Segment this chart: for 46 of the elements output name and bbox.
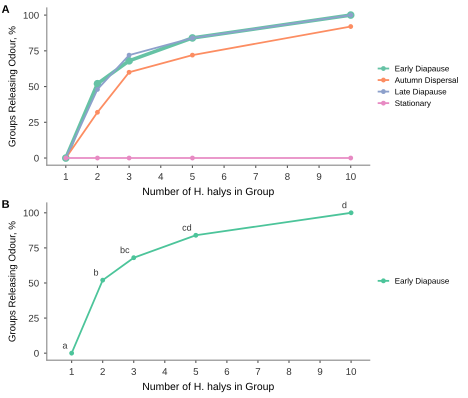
y-tick-label: 25	[28, 119, 39, 126]
annotation: cd	[182, 224, 192, 231]
x-tick-label: 7	[254, 173, 258, 180]
y-tick-label: 75	[28, 48, 39, 54]
y-tick-label: 50	[28, 83, 39, 90]
x-tick-label: 8	[286, 368, 292, 375]
annotation: a	[62, 344, 68, 349]
x-tick-label: 3	[126, 173, 132, 180]
legend-label: Late Diapause	[395, 88, 446, 96]
x-tick-label: 1	[70, 368, 74, 375]
x-tick-label: 6	[224, 368, 230, 375]
annotation: b	[94, 268, 98, 276]
x-tick-label: 10	[346, 173, 356, 180]
x-tick-label: 4	[162, 368, 168, 375]
legend-label: Early Diapause	[395, 66, 449, 74]
y-tick-label: 75	[28, 244, 39, 252]
y-axis-title: Groups Releasing Odour, %	[8, 26, 18, 147]
x-tick-label: 2	[100, 368, 105, 375]
x-tick-label: 9	[316, 173, 322, 180]
x-tick-label: 7	[256, 368, 260, 375]
x-tick-label: 1	[64, 173, 68, 180]
legend-label: Early Diapause	[395, 278, 449, 286]
y-tick-label: 50	[28, 280, 39, 287]
y-tick-label: 0	[34, 350, 39, 357]
x-tick-label: 3	[131, 368, 136, 375]
x-tick-label: 10	[346, 368, 356, 375]
y-axis-title: Groups Releasing Odour, %	[8, 221, 18, 342]
x-tick-label: 4	[158, 173, 164, 180]
x-axis-title: Number of H. halys in Group	[143, 187, 274, 198]
x-tick-label: 5	[190, 173, 195, 180]
y-tick-label: 100	[24, 12, 39, 19]
legend-label: Stationary	[395, 100, 431, 108]
y-tick-label: 0	[34, 154, 39, 162]
x-tick-label: 8	[285, 173, 290, 180]
text: A	[2, 5, 10, 13]
x-axis-title: Number of H. halys in Group	[143, 382, 274, 392]
x-tick-label: 5	[194, 368, 198, 375]
legend-label: Autumn Dispersal	[394, 77, 458, 85]
y-tick-label: 25	[28, 314, 39, 322]
x-tick-label: 6	[222, 173, 226, 180]
text: B	[2, 200, 10, 208]
x-tick-label: 9	[318, 368, 322, 375]
y-tick-label: 100	[24, 210, 39, 216]
annotation: bc	[120, 246, 130, 254]
annotation: d	[342, 202, 346, 208]
x-tick-label: 2	[95, 173, 100, 180]
